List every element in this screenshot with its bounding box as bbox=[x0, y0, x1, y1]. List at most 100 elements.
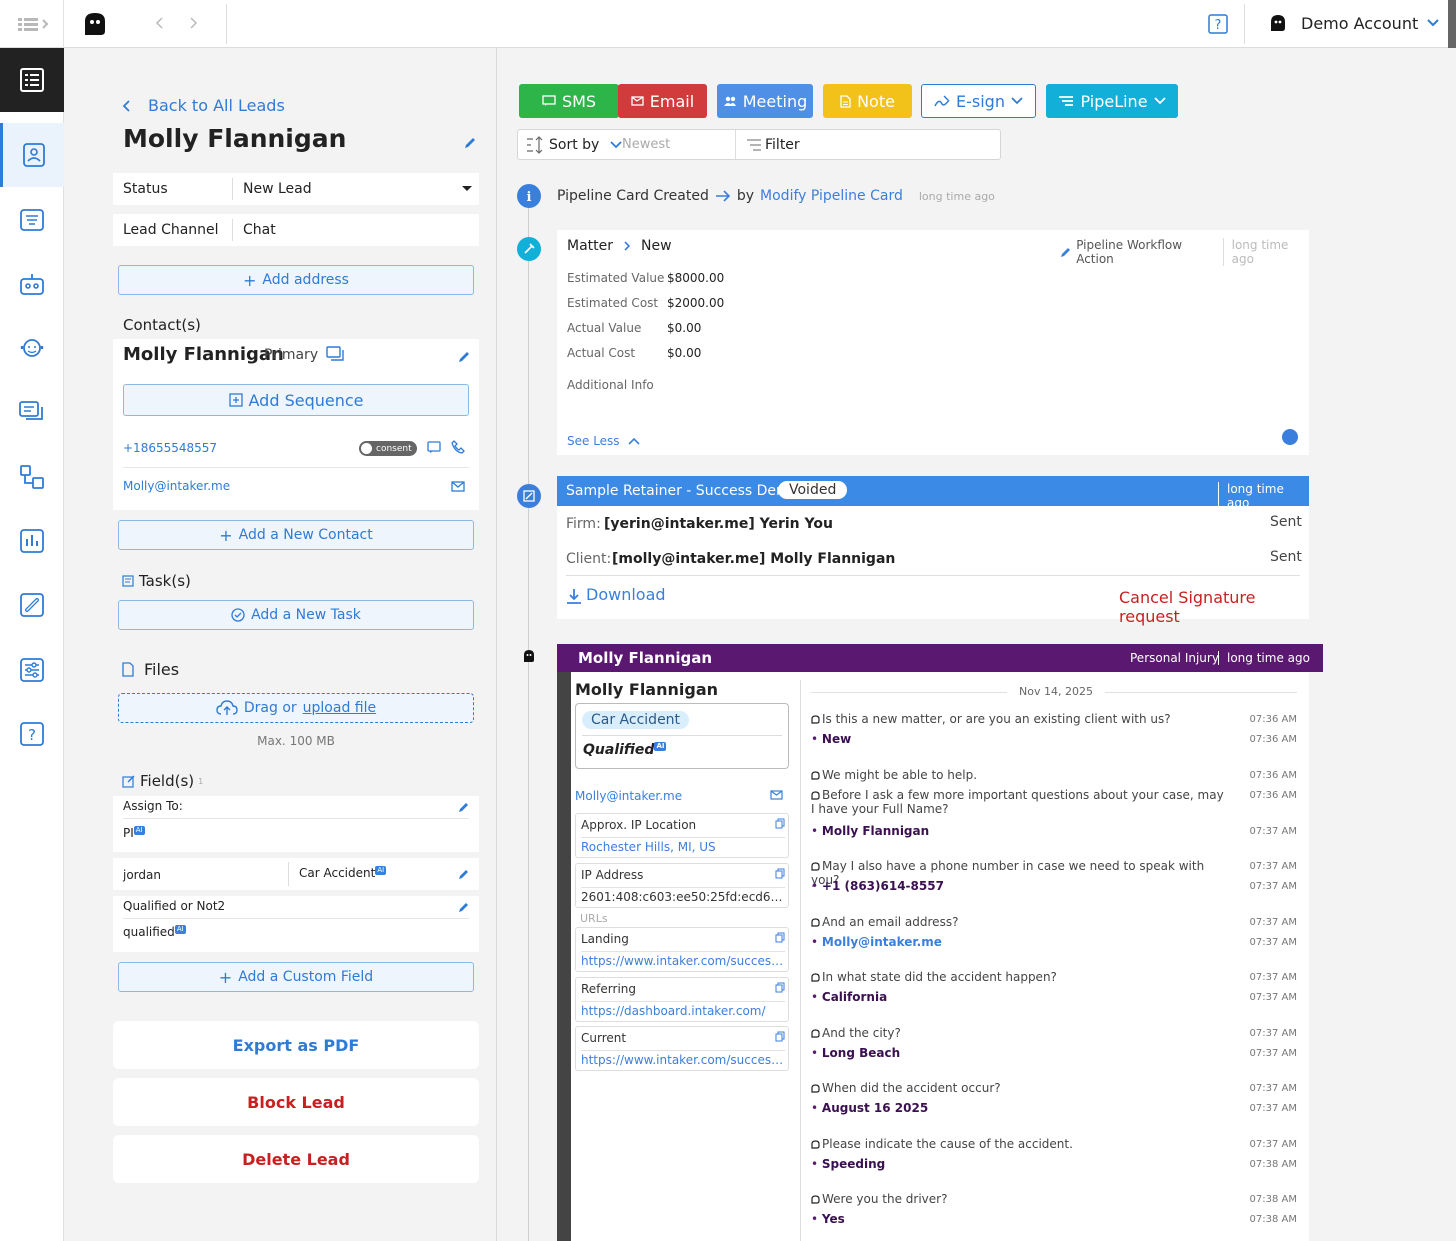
back-to-leads-link[interactable]: Back to All Leads bbox=[122, 96, 285, 115]
block-lead-button[interactable]: Block Lead bbox=[113, 1078, 479, 1126]
consent-toggle[interactable]: consent bbox=[359, 441, 417, 456]
chat-visitor-name: Molly Flannigan bbox=[578, 649, 713, 667]
email-button[interactable]: Email bbox=[618, 84, 707, 118]
landing-url-box: Landing https://www.intaker.com/successd… bbox=[575, 927, 789, 972]
contacts-heading: Contact(s) bbox=[123, 316, 201, 334]
sms-button[interactable]: SMS bbox=[519, 84, 619, 118]
plus-icon: + bbox=[219, 525, 233, 545]
nav-item-lead-detail[interactable] bbox=[0, 123, 64, 187]
export-pdf-button[interactable]: Export as PDF bbox=[113, 1021, 479, 1069]
file-dropzone[interactable]: Drag or upload file bbox=[118, 693, 474, 723]
visitor-email[interactable]: Molly@intaker.me bbox=[575, 789, 683, 803]
chevron-down-icon bbox=[1011, 97, 1023, 105]
status-row[interactable]: Status New Lead bbox=[113, 173, 479, 205]
upload-file-link[interactable]: upload file bbox=[302, 700, 377, 716]
contact-card-icon bbox=[22, 143, 45, 167]
ai-badge: AI bbox=[133, 826, 145, 835]
bot-message: Is this a new matter, or are you an exis… bbox=[811, 712, 1297, 726]
nav-item-reports[interactable] bbox=[0, 509, 64, 573]
account-name[interactable]: Demo Account bbox=[1301, 14, 1419, 33]
firm-sign-status: Sent bbox=[1270, 514, 1302, 530]
lead-channel-row: Lead Channel Chat bbox=[113, 214, 479, 246]
info-icon: i bbox=[517, 184, 541, 208]
esign-event-icon bbox=[517, 484, 541, 508]
people-icon bbox=[723, 96, 736, 106]
meeting-button[interactable]: Meeting bbox=[717, 84, 813, 118]
forward-nav-icon[interactable] bbox=[188, 16, 198, 30]
edit-field-icon[interactable] bbox=[458, 901, 470, 913]
visitor-answer: • +1 (863)614-8557 07:37 AM bbox=[811, 879, 1297, 893]
nav-rail: ? bbox=[0, 48, 64, 1241]
mail-icon[interactable] bbox=[770, 790, 783, 800]
copy-icon[interactable] bbox=[775, 818, 785, 829]
add-address-button[interactable]: + Add address bbox=[118, 265, 474, 295]
practice-area: Personal Injury bbox=[1130, 651, 1219, 665]
retainer-title: Sample Retainer - Success Demo bbox=[566, 483, 799, 499]
nav-item-settings[interactable] bbox=[0, 638, 64, 702]
sms-icon[interactable] bbox=[427, 441, 441, 454]
copy-icon[interactable] bbox=[775, 932, 785, 943]
download-icon bbox=[567, 589, 581, 604]
task-icon bbox=[122, 575, 134, 587]
phone-call-icon[interactable] bbox=[451, 440, 465, 454]
svg-text:?: ? bbox=[28, 726, 36, 744]
ip-address-box: IP Address 2601:408:c603:ee50:25fd:ecd6:… bbox=[575, 863, 789, 908]
copy-icon[interactable] bbox=[775, 1031, 785, 1042]
account-avatar-icon[interactable] bbox=[1269, 14, 1287, 32]
nav-item-help[interactable]: ? bbox=[0, 702, 64, 766]
contact-email[interactable]: Molly@intaker.me bbox=[123, 479, 231, 493]
case-summary: Car Accident Qualified AI bbox=[575, 703, 789, 769]
esign-dropdown[interactable]: E-sign bbox=[921, 84, 1036, 118]
nav-item-inbox[interactable] bbox=[0, 188, 64, 252]
visitor-answer: • Molly@intaker.me 07:37 AM bbox=[811, 935, 1297, 949]
help-icon[interactable]: ? bbox=[1208, 14, 1228, 34]
add-task-button[interactable]: Add a New Task bbox=[118, 600, 474, 630]
add-contact-button[interactable]: + Add a New Contact bbox=[118, 520, 474, 550]
visitor-answer: • Long Beach 07:37 AM bbox=[811, 1046, 1297, 1060]
edit-field-icon[interactable] bbox=[458, 801, 470, 813]
nav-item-leads-list[interactable] bbox=[0, 48, 64, 112]
menu-toggle-icon[interactable] bbox=[18, 16, 52, 32]
modify-pipeline-link[interactable]: Modify Pipeline Card bbox=[760, 188, 903, 204]
back-nav-icon[interactable] bbox=[155, 16, 165, 30]
copy-icon[interactable] bbox=[775, 982, 785, 993]
list-icon bbox=[20, 68, 44, 92]
nav-item-integrations[interactable] bbox=[0, 573, 64, 637]
add-custom-field-button[interactable]: + Add a Custom Field bbox=[118, 962, 474, 992]
download-button[interactable]: Download bbox=[566, 585, 666, 604]
ai-badge: AI bbox=[174, 925, 186, 934]
pipeline-dropdown[interactable]: PipeLine bbox=[1046, 84, 1178, 118]
nav-item-messages[interactable] bbox=[0, 380, 64, 444]
fields-heading: Field(s) 1 bbox=[122, 772, 203, 790]
lead-name: Molly Flannigan bbox=[123, 124, 347, 153]
nav-item-workflow[interactable] bbox=[0, 445, 64, 509]
copy-icon[interactable] bbox=[775, 868, 785, 879]
mail-icon[interactable] bbox=[451, 481, 465, 492]
note-button[interactable]: Note bbox=[823, 84, 912, 118]
bot-message: And the city? 07:37 AM bbox=[811, 1026, 1297, 1040]
sort-value[interactable]: Newest bbox=[622, 137, 671, 152]
client-signer: [molly@intaker.me] Molly Flannigan bbox=[612, 551, 896, 567]
account-chevron-down-icon[interactable] bbox=[1426, 18, 1440, 28]
nav-item-bot[interactable] bbox=[0, 252, 64, 316]
add-sequence-button[interactable]: Add Sequence bbox=[123, 384, 469, 416]
chevron-down-icon bbox=[610, 141, 622, 149]
nav-item-agent[interactable] bbox=[0, 316, 64, 380]
conversations-icon[interactable] bbox=[326, 346, 344, 362]
edit-icon bbox=[1061, 248, 1070, 257]
status-select[interactable]: New Lead bbox=[243, 181, 312, 197]
filter-control[interactable]: Filter bbox=[746, 137, 800, 153]
chevron-down-icon bbox=[1153, 97, 1166, 105]
edit-field-icon[interactable] bbox=[458, 868, 470, 880]
estimated-value: $8000.00 bbox=[667, 271, 725, 285]
contact-phone[interactable]: +18655548557 bbox=[123, 441, 218, 455]
sort-by-control[interactable]: Sort by bbox=[526, 136, 622, 154]
edit-lead-name-icon[interactable] bbox=[464, 136, 477, 149]
cancel-signature-button[interactable]: Cancel Signature request bbox=[1119, 588, 1256, 626]
delete-lead-button[interactable]: Delete Lead bbox=[113, 1135, 479, 1183]
pipeline-created-entry: Pipeline Card Created by Modify Pipeline… bbox=[557, 188, 995, 204]
app-logo-icon bbox=[82, 11, 108, 37]
edit-contact-icon[interactable] bbox=[458, 350, 471, 363]
see-less-toggle[interactable]: See Less bbox=[567, 434, 640, 448]
bot-message: And an email address? 07:37 AM bbox=[811, 915, 1297, 929]
